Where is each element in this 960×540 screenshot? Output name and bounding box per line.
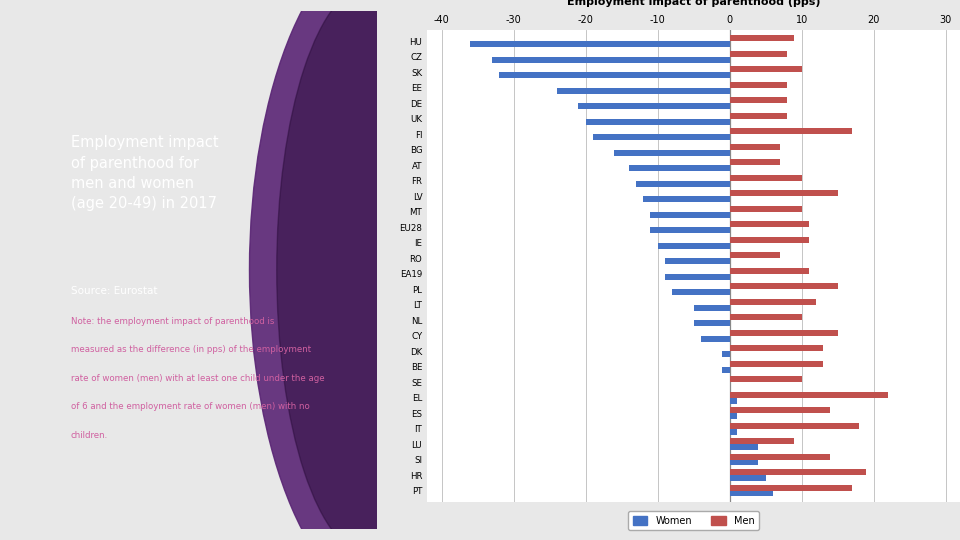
- Bar: [730, 490, 773, 496]
- Bar: [693, 305, 730, 310]
- Bar: [730, 221, 808, 227]
- Bar: [629, 165, 730, 171]
- Text: of 6 and the employment rate of women (men) with no: of 6 and the employment rate of women (m…: [71, 402, 309, 411]
- Bar: [470, 42, 730, 47]
- Bar: [730, 413, 737, 419]
- Bar: [730, 159, 780, 165]
- Bar: [730, 252, 780, 258]
- Bar: [730, 475, 765, 481]
- Bar: [730, 485, 852, 490]
- Bar: [730, 361, 823, 367]
- Bar: [730, 206, 802, 212]
- Bar: [730, 397, 737, 403]
- Bar: [730, 460, 758, 465]
- Bar: [730, 82, 787, 88]
- Bar: [730, 314, 802, 320]
- Ellipse shape: [276, 0, 465, 540]
- Bar: [730, 284, 837, 289]
- Bar: [586, 119, 730, 125]
- Bar: [693, 320, 730, 326]
- Bar: [730, 190, 837, 196]
- Bar: [722, 351, 730, 357]
- Title: Employment impact of parenthood (pps): Employment impact of parenthood (pps): [566, 0, 821, 7]
- Bar: [492, 57, 730, 63]
- Bar: [730, 175, 802, 181]
- Bar: [664, 274, 730, 280]
- Bar: [730, 113, 787, 119]
- Bar: [650, 227, 730, 233]
- Bar: [730, 237, 808, 242]
- Bar: [722, 367, 730, 373]
- Text: rate of women (men) with at least one child under the age: rate of women (men) with at least one ch…: [71, 374, 324, 383]
- Bar: [730, 392, 888, 397]
- Bar: [578, 103, 730, 109]
- Bar: [664, 258, 730, 264]
- Text: Source: Eurostat: Source: Eurostat: [71, 286, 157, 295]
- Text: Note: the employment impact of parenthood is: Note: the employment impact of parenthoo…: [71, 316, 274, 326]
- Bar: [499, 72, 730, 78]
- Bar: [730, 407, 830, 413]
- Bar: [730, 330, 837, 336]
- Bar: [730, 444, 758, 450]
- Bar: [730, 345, 823, 351]
- Bar: [730, 66, 802, 72]
- Bar: [730, 423, 859, 429]
- Bar: [730, 299, 816, 305]
- Bar: [730, 51, 787, 57]
- Bar: [643, 196, 730, 202]
- Bar: [730, 469, 866, 475]
- Bar: [730, 376, 802, 382]
- Bar: [672, 289, 730, 295]
- Bar: [636, 181, 730, 187]
- Bar: [730, 429, 737, 435]
- Bar: [658, 242, 730, 248]
- Text: measured as the difference (in pps) of the employment: measured as the difference (in pps) of t…: [71, 345, 311, 354]
- Bar: [730, 129, 852, 134]
- Legend: Women, Men: Women, Men: [628, 511, 759, 530]
- Bar: [730, 97, 787, 103]
- Text: children.: children.: [71, 431, 108, 440]
- Bar: [730, 268, 808, 274]
- Bar: [557, 88, 730, 93]
- Bar: [614, 150, 730, 156]
- Bar: [701, 336, 730, 341]
- Bar: [730, 454, 830, 460]
- Bar: [592, 134, 730, 140]
- Bar: [730, 438, 794, 444]
- Ellipse shape: [250, 0, 540, 540]
- Bar: [730, 36, 794, 42]
- Bar: [730, 144, 780, 150]
- Bar: [650, 212, 730, 218]
- Text: Employment impact
of parenthood for
men and women
(age 20-49) in 2017: Employment impact of parenthood for men …: [71, 135, 218, 212]
